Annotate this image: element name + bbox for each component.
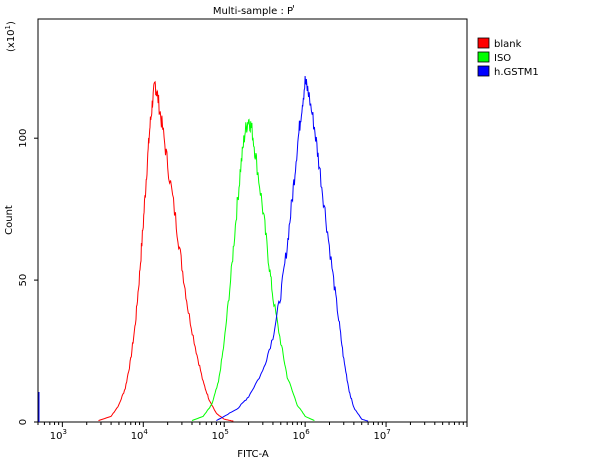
y-tick-label: 100 [18, 129, 29, 148]
plot-frame [37, 18, 468, 423]
title-cursor-mark: ' [292, 4, 295, 15]
x-tick-label: 106 [293, 428, 311, 442]
x-tick-exp: 5 [224, 428, 228, 436]
y-multiplier-label: (x101) [4, 21, 17, 52]
svg-text:(x101): (x101) [4, 21, 17, 52]
legend-swatch-blank [477, 37, 490, 49]
x-tick-base: 10 [131, 431, 144, 442]
legend-label-blank: blank [494, 39, 522, 50]
plot-area-border [37, 18, 468, 423]
series-line-iso [191, 118, 315, 422]
legend-swatch-iso [477, 51, 490, 63]
chart-title: Multi-sample : P [213, 6, 293, 17]
x-tick-exp: 4 [143, 428, 148, 436]
y-multiplier-close: ) [6, 21, 17, 25]
x-tick-label: 104 [131, 428, 149, 442]
x-tick-label: 103 [50, 428, 67, 442]
x-ticks: 103 104 105 106 107 [37, 422, 468, 442]
x-axis-label: FITC-A [237, 449, 269, 459]
y-multiplier-text: (x10 [6, 29, 17, 52]
y-ticks: 0 50 100 [18, 129, 38, 425]
y-tick-label: 50 [18, 274, 29, 287]
series-line-blank [98, 80, 234, 422]
x-tick-exp: 7 [386, 428, 390, 436]
x-tick-base: 10 [373, 431, 386, 442]
legend-swatch-h-gstm1 [477, 65, 490, 77]
y-axis-label: Count [4, 205, 15, 235]
series-line-h-gstm1 [216, 75, 369, 422]
x-tick-label: 107 [373, 428, 390, 442]
x-tick-base: 10 [212, 431, 225, 442]
x-tick-base: 10 [50, 431, 63, 442]
x-tick-base: 10 [293, 431, 306, 442]
x-tick-exp: 6 [305, 428, 310, 436]
legend-label-iso: ISO [494, 53, 511, 64]
y-tick-label: 0 [18, 419, 29, 425]
x-tick-exp: 3 [62, 428, 66, 436]
x-tick-label: 105 [212, 428, 229, 442]
series-lines [38, 75, 369, 422]
legend-label-h-gstm1: h.GSTM1 [494, 67, 539, 78]
legend: blank ISO h.GSTM1 [477, 37, 539, 78]
y-multiplier-exp: 1 [4, 25, 12, 29]
